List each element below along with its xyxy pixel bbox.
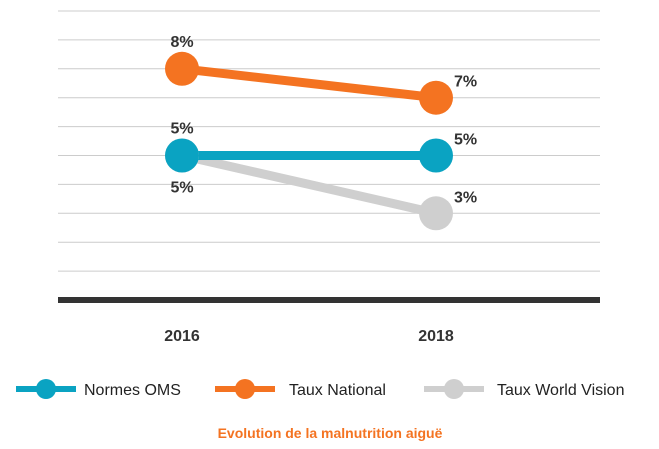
x-tick-label: 2016 bbox=[164, 328, 200, 345]
series-line-1 bbox=[181, 64, 437, 103]
data-label: 3% bbox=[454, 189, 477, 206]
data-label: 5% bbox=[170, 180, 193, 197]
data-point bbox=[419, 138, 453, 173]
data-labels: 5% 8% 7% 5% 3% 5% bbox=[170, 34, 477, 207]
data-point bbox=[165, 138, 199, 173]
legend-label: Normes OMS bbox=[84, 382, 181, 399]
legend-item-0: Normes OMS bbox=[16, 379, 181, 399]
series-points bbox=[165, 51, 453, 231]
data-label: 5% bbox=[170, 121, 193, 138]
data-point bbox=[419, 196, 453, 231]
legend-item-1: Taux National bbox=[215, 379, 386, 399]
x-tick-labels: 2016 2018 bbox=[164, 328, 454, 345]
grid-lines bbox=[58, 10, 600, 272]
legend-item-2: Taux World Vision bbox=[424, 379, 624, 399]
legend-label: Taux National bbox=[289, 382, 386, 399]
series-line-2 bbox=[181, 151, 437, 218]
legend-swatch-dot bbox=[444, 379, 464, 399]
data-point bbox=[419, 80, 453, 115]
legend-swatch-dot bbox=[235, 379, 255, 399]
series-lines bbox=[181, 64, 437, 218]
data-label: 8% bbox=[170, 34, 193, 51]
data-point bbox=[165, 51, 199, 86]
data-label: 7% bbox=[454, 74, 477, 91]
legend-label: Taux World Vision bbox=[497, 382, 624, 399]
data-label: 5% bbox=[454, 132, 477, 149]
x-tick-label: 2018 bbox=[418, 328, 454, 345]
chart-caption: Evolution de la malnutrition aiguë bbox=[218, 425, 443, 441]
legend-swatch-dot bbox=[36, 379, 56, 399]
legend: Normes OMS Taux National Taux World Vision bbox=[16, 379, 624, 399]
